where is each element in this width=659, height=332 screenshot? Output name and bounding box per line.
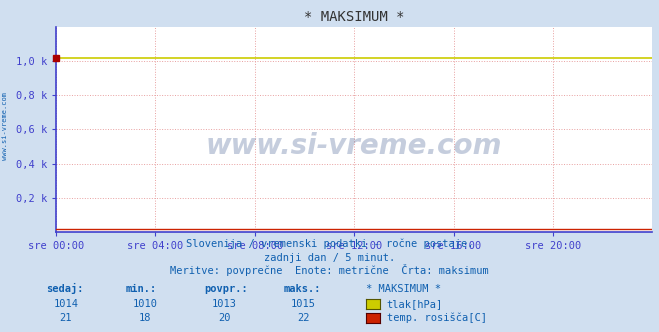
- Text: 21: 21: [60, 313, 72, 323]
- Text: Meritve: povprečne  Enote: metrične  Črta: maksimum: Meritve: povprečne Enote: metrične Črta:…: [170, 264, 489, 276]
- Text: 1015: 1015: [291, 299, 316, 309]
- Text: temp. rosišča[C]: temp. rosišča[C]: [387, 313, 487, 323]
- Text: 18: 18: [139, 313, 151, 323]
- Text: min.:: min.:: [125, 284, 156, 294]
- Text: tlak[hPa]: tlak[hPa]: [387, 299, 443, 309]
- Text: 20: 20: [218, 313, 230, 323]
- Title: * MAKSIMUM *: * MAKSIMUM *: [304, 10, 405, 24]
- Text: zadnji dan / 5 minut.: zadnji dan / 5 minut.: [264, 253, 395, 263]
- Text: sedaj:: sedaj:: [46, 283, 84, 294]
- Text: www.si-vreme.com: www.si-vreme.com: [2, 92, 9, 160]
- Text: 22: 22: [297, 313, 309, 323]
- Text: 1014: 1014: [53, 299, 78, 309]
- Text: maks.:: maks.:: [283, 284, 321, 294]
- Text: povpr.:: povpr.:: [204, 284, 248, 294]
- Text: 1010: 1010: [132, 299, 158, 309]
- Text: * MAKSIMUM *: * MAKSIMUM *: [366, 284, 441, 294]
- Text: 1013: 1013: [212, 299, 237, 309]
- Text: www.si-vreme.com: www.si-vreme.com: [206, 132, 502, 160]
- Text: Slovenija / vremenski podatki - ročne postaje.: Slovenija / vremenski podatki - ročne po…: [186, 239, 473, 249]
